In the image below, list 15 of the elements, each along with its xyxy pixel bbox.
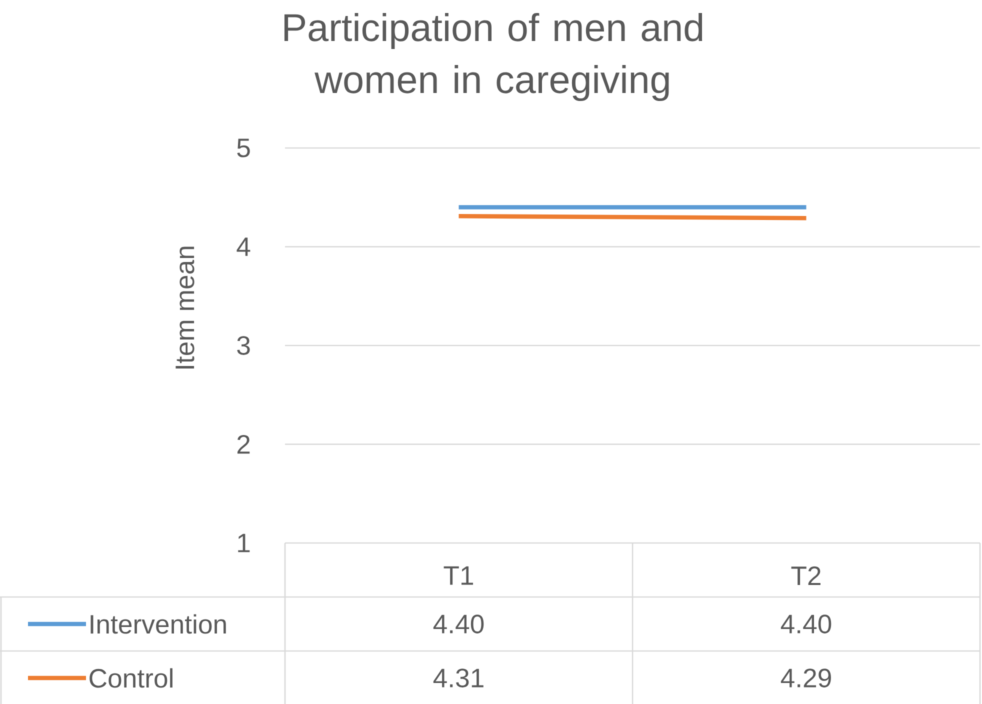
chart-title: Participation of men and women in caregiving (284, 12, 702, 102)
y-tick-label: 2 (237, 434, 250, 454)
data-label: 4.40 (433, 614, 484, 634)
data-label: 4.31 (433, 668, 484, 688)
y-tick-label: 3 (237, 336, 250, 355)
x-tick-label: T1 (444, 566, 474, 585)
data-label: 4.40 (780, 614, 832, 634)
x-tick-label: T2 (791, 566, 820, 586)
legend-label: Control (90, 668, 172, 688)
data-label: 4.29 (780, 668, 831, 688)
legend-label: Intervention (90, 614, 226, 634)
y-tick-label: 1 (238, 534, 250, 552)
y-tick-label: 5 (237, 138, 250, 158)
y-tick-label: 4 (236, 238, 250, 256)
y-axis-title: Item mean (176, 246, 194, 369)
